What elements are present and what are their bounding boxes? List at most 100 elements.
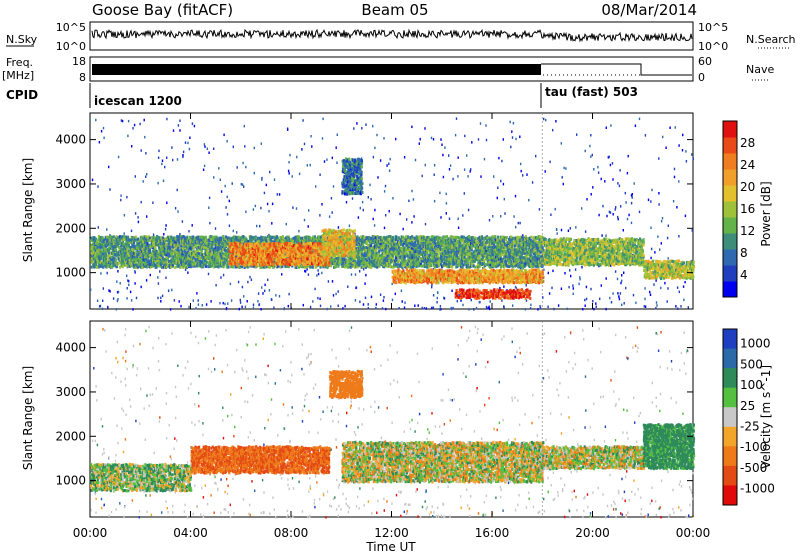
band-cell xyxy=(379,259,383,263)
scatter-cell xyxy=(439,305,442,308)
band-cell xyxy=(419,257,422,261)
scatter-cell xyxy=(271,202,274,206)
band-cell xyxy=(107,248,111,251)
band-cell xyxy=(287,236,290,240)
scatter-cell xyxy=(326,307,328,311)
band-cell xyxy=(429,263,432,267)
band-cell xyxy=(205,257,208,261)
band-cell xyxy=(360,239,363,243)
band-cell xyxy=(363,261,366,264)
scatter-cell xyxy=(675,305,677,308)
band-cell xyxy=(164,237,167,241)
band-cell xyxy=(440,265,444,269)
band-cell xyxy=(397,254,400,258)
scatter-cell xyxy=(590,155,592,158)
band-cell xyxy=(123,242,126,246)
band-cell xyxy=(103,248,106,252)
band-cell xyxy=(336,259,340,262)
band-cell xyxy=(243,238,246,242)
scatter-cell xyxy=(157,181,159,185)
band-cell xyxy=(378,249,381,253)
band-cell xyxy=(392,258,395,262)
band-cell xyxy=(364,246,367,250)
band-cell xyxy=(151,235,154,239)
band-cell xyxy=(169,245,172,249)
scatter-cell xyxy=(620,281,622,285)
scatter-cell xyxy=(375,303,377,306)
band-cell xyxy=(175,245,178,249)
band-cell xyxy=(103,238,106,242)
band-cell xyxy=(406,235,410,239)
scatter-cell xyxy=(184,141,187,144)
scatter-cell xyxy=(379,159,382,162)
band-cell xyxy=(159,263,162,267)
band-cell xyxy=(97,243,100,247)
band-cell xyxy=(170,265,173,269)
scatter-cell xyxy=(384,184,387,188)
nave-tick-high: 60 xyxy=(698,55,712,68)
band-cell xyxy=(195,244,198,248)
band-cell xyxy=(164,257,167,261)
scatter-cell xyxy=(511,130,513,133)
band-cell xyxy=(214,265,217,268)
scatter-cell xyxy=(419,137,421,141)
scatter-cell xyxy=(662,135,664,139)
scatter-cell xyxy=(133,123,136,127)
band-cell xyxy=(170,239,173,243)
scatter-cell xyxy=(524,308,527,311)
band-cell xyxy=(212,237,215,241)
band-cell xyxy=(312,235,315,239)
scatter-cell xyxy=(192,299,194,302)
scatter-cell xyxy=(473,308,475,311)
band-cell xyxy=(92,257,95,261)
band-cell xyxy=(194,252,197,256)
scatter-cell xyxy=(614,208,616,211)
scatter-cell xyxy=(165,224,167,227)
band-cell xyxy=(90,238,93,242)
band-cell xyxy=(176,264,179,268)
scatter-cell xyxy=(100,272,102,275)
scatter-cell xyxy=(337,226,340,229)
band-cell xyxy=(201,235,204,239)
band-cell xyxy=(395,249,398,253)
scatter-cell xyxy=(539,305,541,308)
scatter-cell xyxy=(137,216,139,219)
scatter-cell xyxy=(609,163,612,167)
band-cell xyxy=(314,265,317,269)
band-cell xyxy=(199,263,202,267)
band-cell xyxy=(92,238,95,242)
band-cell xyxy=(224,238,227,242)
band-cell xyxy=(362,243,365,247)
band-cell xyxy=(370,262,373,266)
band-cell xyxy=(383,262,386,265)
band-cell xyxy=(245,265,248,268)
scatter-cell xyxy=(398,307,400,310)
scatter-cell xyxy=(120,194,122,197)
band-cell xyxy=(204,235,207,239)
band-cell xyxy=(97,241,100,245)
scatter-cell xyxy=(103,136,105,140)
band-cell xyxy=(362,253,365,257)
cpid-mode-1: icescan 1200 xyxy=(94,94,182,108)
band-cell xyxy=(129,251,132,255)
nave-label: Nave xyxy=(746,63,774,76)
band-cell xyxy=(391,235,395,239)
band-cell xyxy=(414,244,417,248)
scatter-cell xyxy=(206,147,208,150)
band-cell xyxy=(231,236,234,240)
scatter-cell xyxy=(512,304,514,307)
scatter-cell xyxy=(331,156,333,160)
scatter-cell xyxy=(606,214,608,218)
frequency-panel: Freq. [MHz] 18 8 60 0 Nave xyxy=(2,55,774,84)
scatter-cell xyxy=(166,201,168,204)
band-cell xyxy=(204,245,207,249)
band-cell xyxy=(130,259,133,263)
scatter-cell xyxy=(177,210,179,213)
band-cell xyxy=(342,257,345,261)
band-cell xyxy=(397,255,400,259)
band-cell xyxy=(227,253,230,257)
band-cell xyxy=(111,249,114,253)
band-cell xyxy=(110,257,113,261)
scatter-cell xyxy=(178,300,180,303)
